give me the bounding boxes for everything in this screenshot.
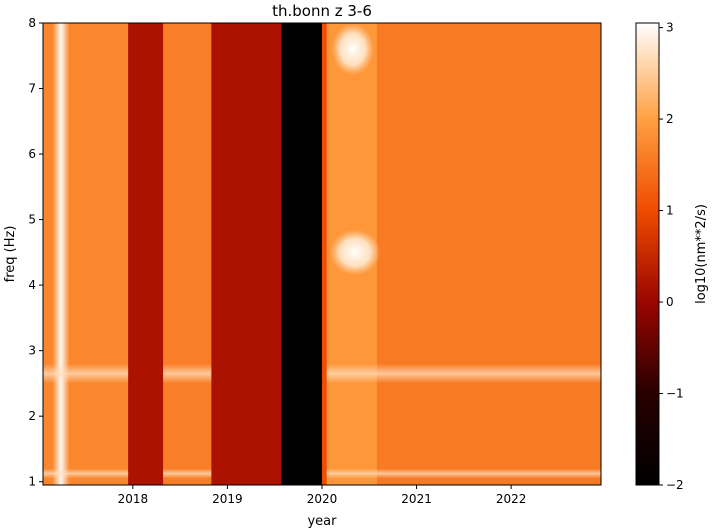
y-tick-label: 4 [28,278,36,292]
x-tick-label: 2022 [496,492,527,506]
bright-patch-2 [331,23,375,76]
bright-horizontal-band-3-1 [163,363,212,384]
bright-horizontal-band-3-0 [43,363,129,384]
bright-horizontal-band-4-1 [163,468,212,479]
x-tick-label: 2018 [118,492,149,506]
heatmap-segment-3 [211,23,282,485]
y-tick-label: 7 [28,82,36,96]
colorbar-tick-label: 0 [666,295,674,309]
heatmap-features [43,23,601,485]
heatmap-segment-4 [281,23,323,485]
colorbar-tick-label: −1 [666,387,684,401]
bright-vertical-band [52,23,70,485]
colorbar-tick-label: 1 [666,204,674,218]
y-tick-label: 5 [28,213,36,227]
colorbar-label: log10(nm**2/s) [694,204,709,304]
colorbar-ticks: −2 −1 0 1 2 3 [659,21,684,492]
x-axis-label: year [307,514,337,529]
bright-horizontal-band-4-0 [43,468,129,479]
colorbar-tick-label: 2 [666,112,674,126]
y-tick-label: 2 [28,409,36,423]
y-tick-label: 3 [28,344,36,358]
colorbar-tick-label: 3 [666,21,674,35]
heatmap-segment-7 [376,23,601,485]
bright-horizontal-band-4-2 [326,468,601,479]
heatmap-segment-2 [163,23,212,485]
y-axis-label: freq (Hz) [3,226,18,283]
colorbar-tick-label: −2 [666,478,684,492]
chart-title: th.bonn z 3-6 [272,2,372,20]
x-axis-ticks: 2018 2019 2020 2021 2022 [118,485,527,506]
x-tick-label: 2019 [212,492,243,506]
bright-patch-1 [329,229,381,276]
heatmap-segment-5 [322,23,328,485]
colorbar [635,22,660,486]
heatmap-segment-1 [128,23,164,485]
bright-horizontal-band-3-2 [326,363,601,384]
y-tick-label: 1 [28,475,36,489]
x-tick-label: 2021 [401,492,432,506]
heatmap-area [43,23,601,485]
y-tick-label: 6 [28,147,36,161]
y-axis-ticks: 1 2 3 4 5 6 7 8 [28,16,43,489]
y-tick-label: 8 [28,16,36,30]
x-tick-label: 2020 [307,492,338,506]
